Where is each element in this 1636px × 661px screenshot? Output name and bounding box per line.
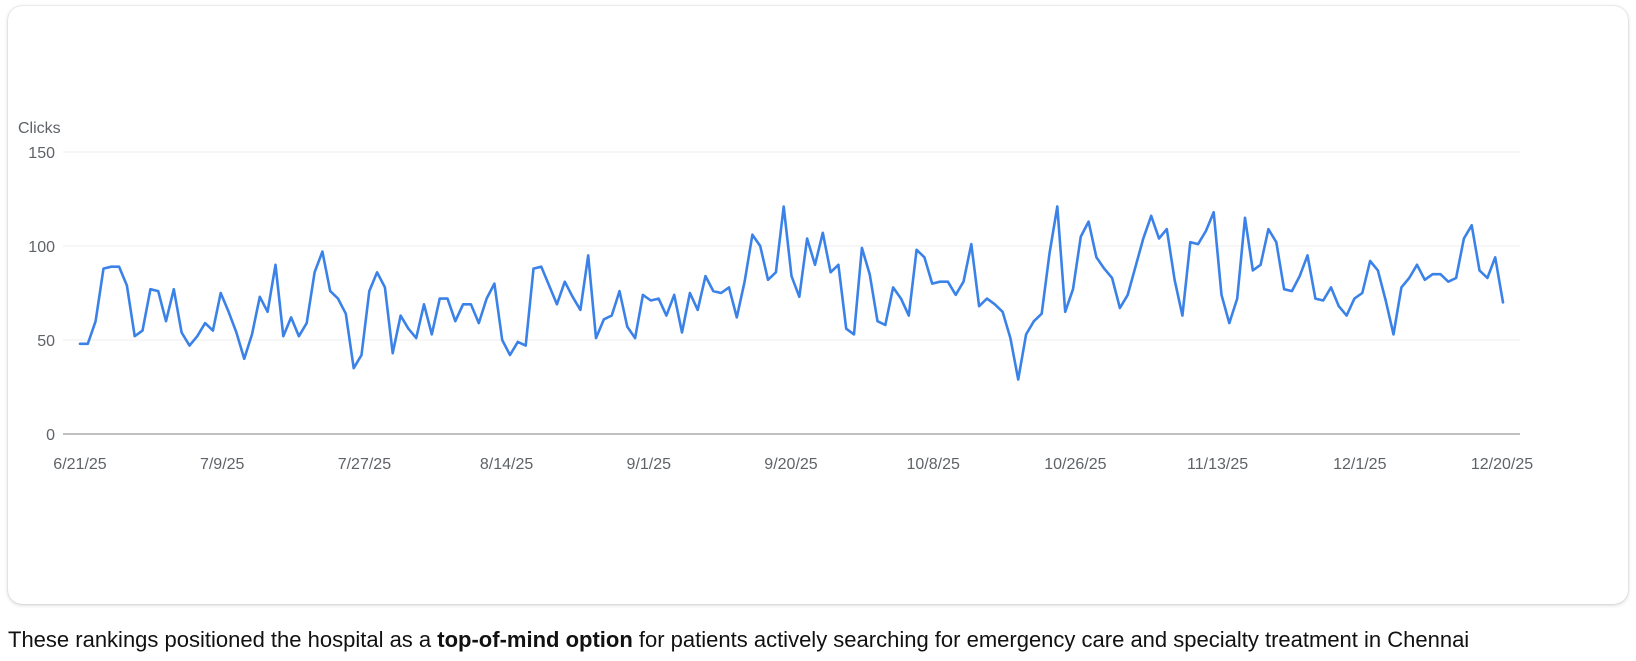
y-tick-label-50: 50	[37, 333, 55, 350]
caption-text-after: for patients actively searching for emer…	[632, 627, 1470, 652]
x-tick-label-9: 12/1/25	[1333, 456, 1386, 473]
clicks-line-chart: 0 50 100 150 6/21/25 7/9/25 7/27/25 8/14/25 9/1…	[18, 120, 1533, 473]
x-tick-label-10: 12/20/25	[1471, 456, 1533, 473]
caption-text-before: These rankings positioned the hospital a…	[8, 627, 438, 652]
series-lines	[78, 205, 1505, 381]
series-line-0	[78, 205, 1505, 381]
y-tick-label-100: 100	[28, 239, 55, 256]
y-tick-label-150: 150	[28, 145, 55, 162]
chart-card	[8, 6, 1628, 604]
x-tick-label-5: 9/20/25	[764, 456, 817, 473]
y-tick-label-0: 0	[46, 427, 55, 444]
y-tick-labels: 0 50 100 150	[28, 145, 55, 444]
x-tick-label-6: 10/8/25	[907, 456, 960, 473]
y-axis-label: Clicks	[18, 120, 61, 137]
x-tick-label-3: 8/14/25	[480, 456, 533, 473]
x-tick-label-8: 11/13/25	[1187, 456, 1248, 473]
x-tick-label-2: 7/27/25	[338, 456, 391, 473]
x-tick-label-7: 10/26/25	[1044, 456, 1106, 473]
caption: These rankings positioned the hospital a…	[8, 627, 1628, 653]
x-tick-labels: 6/21/25 7/9/25 7/27/25 8/14/25 9/1/25 9/20/25…	[53, 456, 1533, 473]
x-tick-label-4: 9/1/25	[627, 456, 672, 473]
x-tick-label-0: 6/21/25	[53, 456, 106, 473]
x-tick-label-1: 7/9/25	[200, 456, 245, 473]
caption-bold-text: top-of-mind option	[437, 627, 633, 652]
